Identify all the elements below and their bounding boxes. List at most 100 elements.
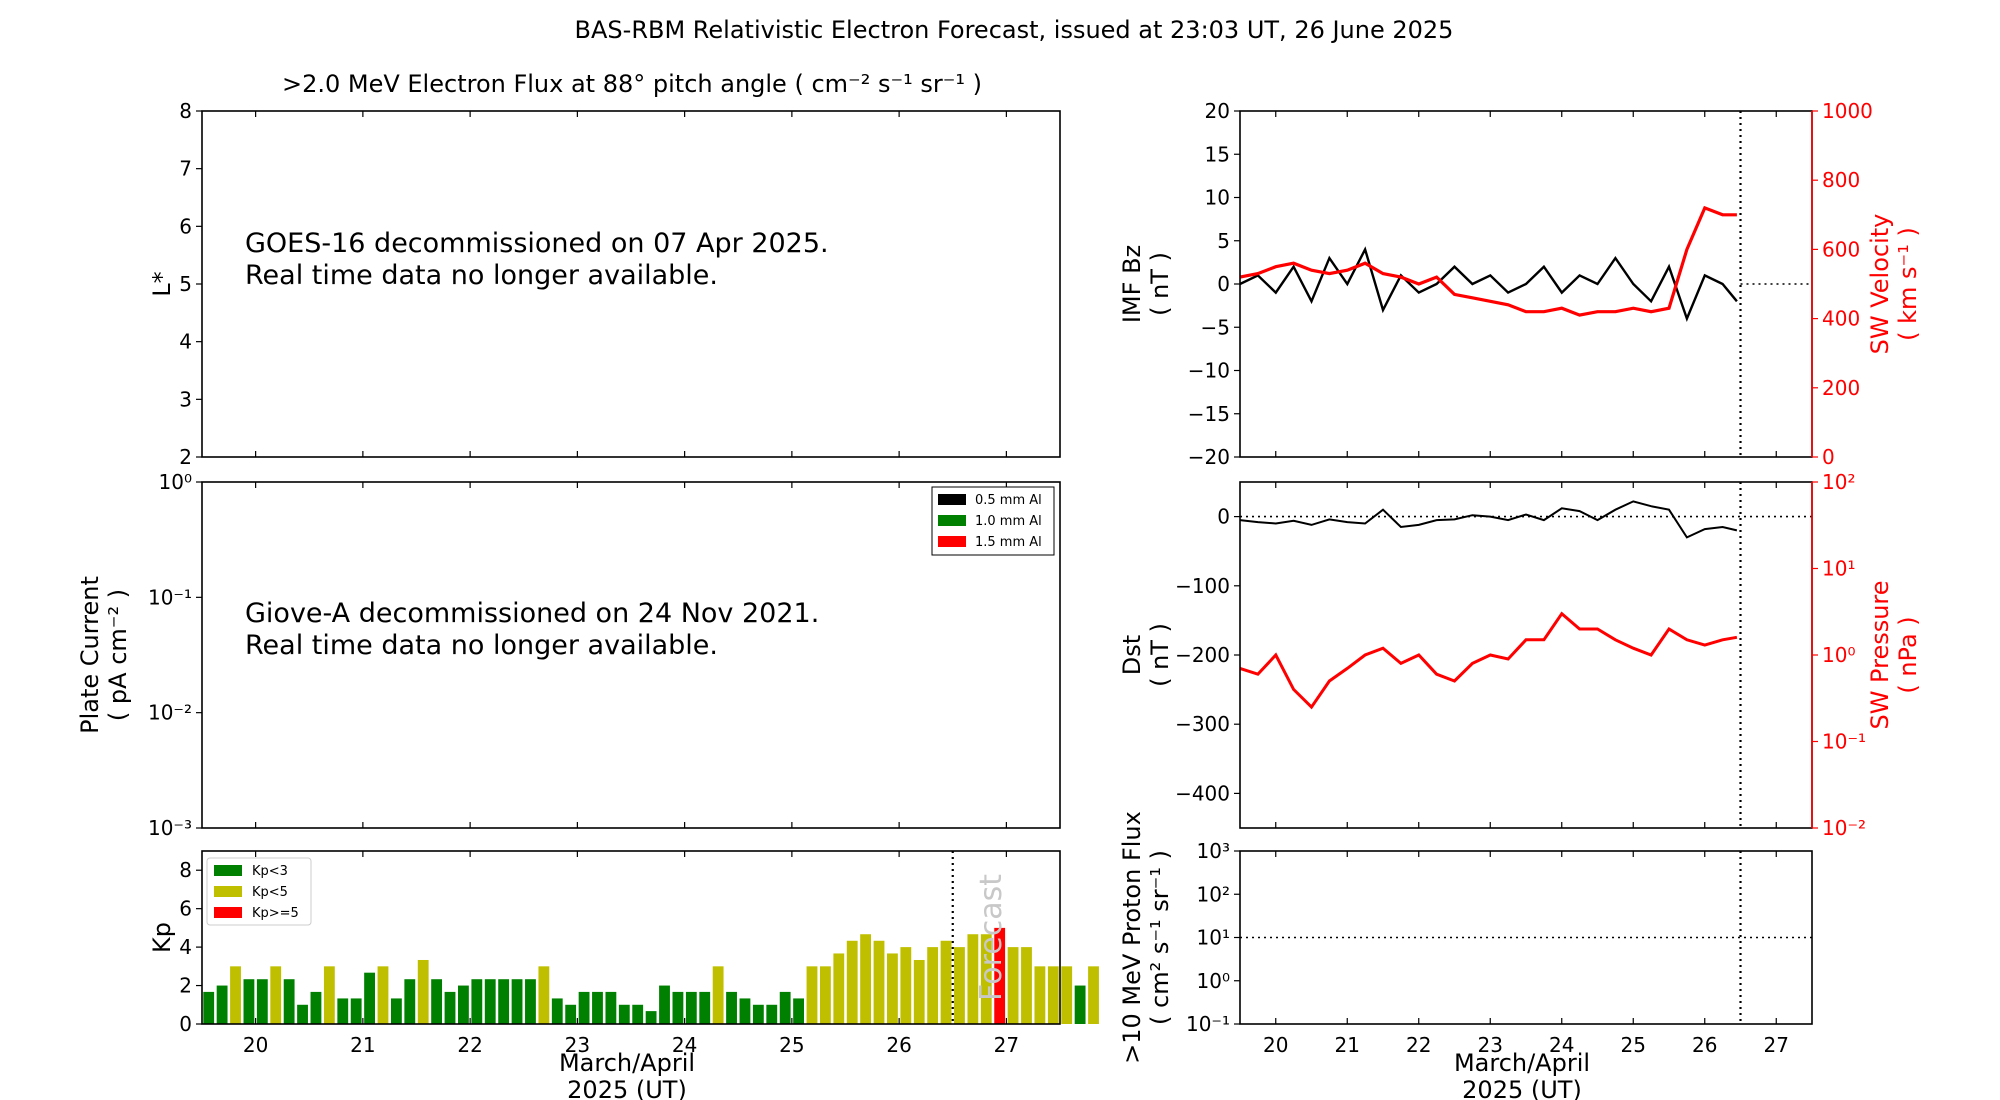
swv-ytick-label: 200: [1822, 376, 1860, 400]
kp-bar: [270, 966, 282, 1024]
kp-bar: [967, 934, 979, 1024]
kp-bar: [994, 927, 1006, 1024]
dst-ylabel-line: ( nT ): [1146, 623, 1174, 687]
legend-label-0.5mm: 0.5 mm Al: [975, 493, 1042, 508]
proton-xtick-label: 22: [1406, 1033, 1431, 1057]
imf-ytick-label: −20: [1188, 445, 1230, 469]
kp-bar: [350, 998, 362, 1024]
kp-bar: [685, 991, 697, 1024]
figure-title: BAS-RBM Relativistic Electron Forecast, …: [575, 16, 1454, 44]
kp-ylabel: Kp: [148, 922, 176, 953]
legend-label-kp-low: Kp<3: [252, 864, 288, 879]
kp-bar: [525, 979, 536, 1024]
proton-ytick-label: 10⁰: [1197, 969, 1230, 993]
kp-xtick-label: 22: [457, 1033, 482, 1057]
legend-swatch-0.5mm: [938, 494, 966, 505]
dst-frame: [1239, 481, 1813, 829]
kp-bar: [712, 966, 724, 1024]
kp-bar: [900, 947, 912, 1024]
kp-bar: [1047, 966, 1059, 1024]
kp-ytick-label: 8: [179, 858, 192, 882]
kp-bar: [390, 998, 402, 1024]
kp-xlabel-line1: March/April: [559, 1049, 695, 1077]
flux-ytick-label: 7: [179, 157, 192, 181]
flux-panel: 2 3 4 5 6 7 8 L*: [148, 99, 1061, 469]
kp-bar: [1021, 947, 1032, 1024]
swv-ylabel-line: ( km s⁻¹ ): [1894, 227, 1922, 341]
legend-swatch-kp-high: [214, 907, 242, 918]
proton-xtick-label: 25: [1621, 1033, 1646, 1057]
kp-forecast-label: Forecast: [974, 874, 1009, 1001]
imf-ytick-label: 10: [1205, 186, 1230, 210]
legend-label-1.0mm: 1.0 mm Al: [975, 514, 1042, 529]
kp-bar: [444, 991, 456, 1024]
dst-ytick-label: −300: [1175, 712, 1230, 736]
flux-annotation-line2: Real time data no longer available.: [245, 260, 718, 291]
kp-bar: [632, 1004, 644, 1024]
kp-bar: [243, 979, 255, 1024]
proton-xtick-label: 27: [1764, 1033, 1789, 1057]
kp-bar: [323, 966, 335, 1024]
plate-ytick-label: 10⁻¹: [148, 585, 192, 609]
kp-bar: [605, 991, 617, 1024]
proton-ytick-label: 10¹: [1197, 926, 1230, 950]
kp-bar: [806, 966, 818, 1024]
swp-ytick-label: 10⁰: [1822, 643, 1855, 667]
kp-bar: [739, 998, 751, 1024]
kp-bar: [699, 991, 711, 1024]
plate-ylabel: Plate Current( pA cm⁻² ): [76, 576, 132, 734]
kp-bar: [417, 959, 429, 1024]
kp-bar: [980, 934, 992, 1024]
swv-ytick-label: 400: [1822, 307, 1860, 331]
kp-bar: [618, 1004, 630, 1024]
kp-ylabel-line: Kp: [148, 922, 176, 953]
plate-ylabel-line: ( pA cm⁻² ): [104, 589, 132, 721]
plate-current-panel: 10⁻³ 10⁻² 10⁻¹ 10⁰ Plate Current( pA cm⁻² ): [76, 470, 1061, 840]
kp-bar: [592, 991, 603, 1024]
kp-ytick-label: 2: [179, 974, 192, 998]
kp-ytick-label: 0: [179, 1012, 192, 1036]
kp-bar: [511, 979, 523, 1024]
kp-bar: [203, 991, 215, 1024]
swv-ylabel-line: SW Velocity: [1866, 214, 1894, 355]
flux-ytick-label: 8: [179, 99, 192, 123]
imf-ylabel-line: IMF Bz: [1118, 245, 1146, 323]
dst-ylabel: Dst( nT ): [1118, 623, 1174, 687]
kp-bar: [431, 979, 443, 1024]
proton-xtick-label: 26: [1692, 1033, 1717, 1057]
kp-bar: [404, 979, 416, 1024]
flux-panel-title: >2.0 MeV Electron Flux at 88° pitch angl…: [282, 70, 982, 98]
legend-swatch-1.0mm: [938, 515, 966, 526]
dst-ytick-label: −100: [1175, 574, 1230, 598]
swp-ytick-label: 10²: [1822, 470, 1855, 494]
legend-swatch-kp-low: [214, 865, 242, 876]
sw-pressure-line: [1239, 611, 1738, 710]
plate-ylabel-line: Plate Current: [76, 576, 104, 734]
kp-bar: [364, 972, 375, 1024]
kp-bar: [471, 979, 483, 1024]
kp-bar: [565, 1004, 577, 1024]
swp-ylabel-line: SW Pressure: [1866, 580, 1894, 729]
imf-ylabel-line: ( nT ): [1146, 252, 1174, 316]
imf-ytick-label: 0: [1217, 272, 1230, 296]
dst-ytick-label: 0: [1217, 505, 1230, 529]
kp-bar: [1074, 985, 1086, 1024]
kp-bar: [458, 985, 469, 1024]
dst-ytick-label: −400: [1175, 781, 1230, 805]
legend-swatch-kp-mid: [214, 886, 242, 897]
flux-ytick-label: 4: [179, 330, 192, 354]
kp-bar: [216, 985, 228, 1024]
kp-bar: [766, 1004, 778, 1024]
kp-xtick-label: 24: [672, 1033, 697, 1057]
kp-bar: [377, 966, 389, 1024]
plate-frame: [201, 481, 1061, 829]
sw-velocity-line: [1239, 205, 1737, 317]
flux-ytick-label: 2: [179, 445, 192, 469]
kp-bar: [645, 1011, 657, 1024]
legend-label-kp-high: Kp>=5: [252, 906, 299, 921]
dst-line: [1239, 500, 1738, 539]
flux-annotation-line1: GOES-16 decommissioned on 07 Apr 2025.: [245, 228, 829, 259]
legend-swatch-1.5mm: [938, 536, 966, 547]
swv-ylabel: SW Velocity( km s⁻¹ ): [1866, 214, 1922, 355]
